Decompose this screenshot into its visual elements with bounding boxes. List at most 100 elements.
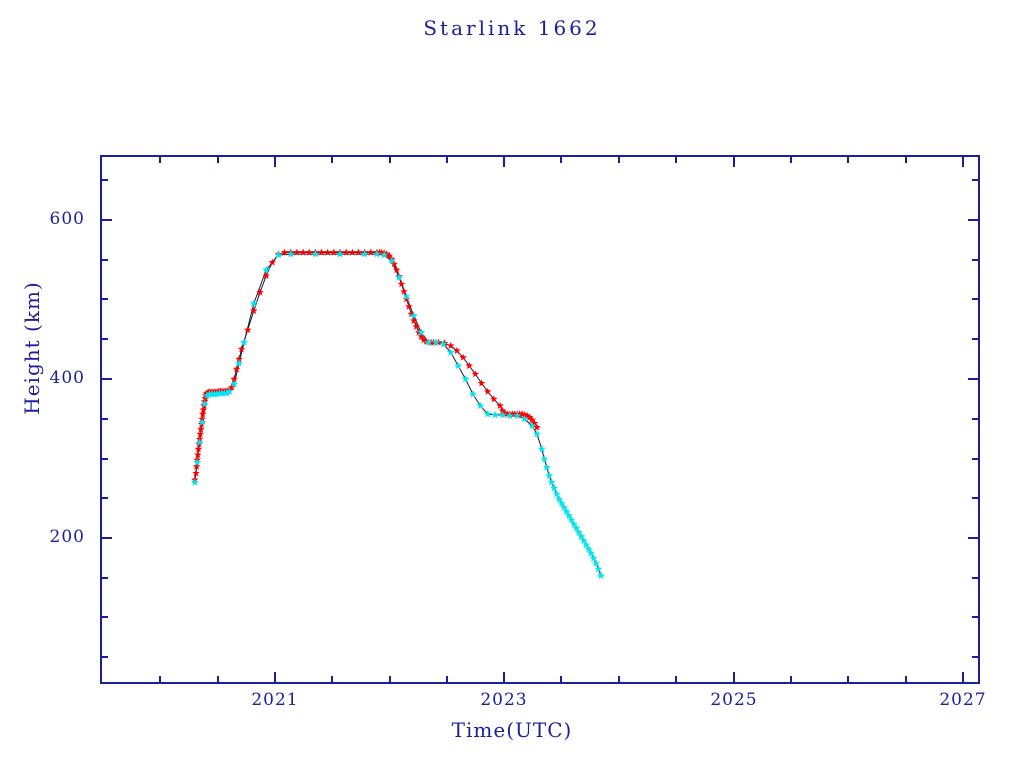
data-point [491,410,500,419]
data-point [203,391,212,400]
chart-title: Starlink 1662 [423,16,601,40]
x-tick-minor-top [446,155,448,163]
data-point [354,248,363,256]
x-tick-label-2025: 2025 [710,690,758,710]
data-point [528,421,536,430]
x-tick-label-2023: 2023 [480,690,528,710]
data-point [532,429,541,438]
data-point [274,250,283,259]
data-point [513,411,522,420]
series-spine-apogee [194,251,538,480]
data-point [594,564,603,573]
x-tick-minor [446,676,448,684]
x-axis-title: Time(UTC) [451,718,573,742]
data-point [397,280,406,288]
data-point [587,549,596,557]
data-point [562,507,571,515]
x-tick-minor-top [217,155,219,163]
x-tick-minor-top [790,155,792,163]
x-tick-minor [847,676,849,684]
data-point [235,359,244,367]
data-point [380,250,389,259]
data-point [256,288,264,296]
y-tick-minor [100,656,108,658]
data-point [417,328,426,336]
data-point [230,375,238,383]
data-point [432,338,440,346]
x-tick-2023-top [503,155,505,167]
y-tick-600-right [968,219,980,221]
x-tick-minor-top [905,155,907,163]
y-tick-label-600: 600 [49,209,85,229]
data-point [348,248,357,256]
data-point [498,410,507,419]
x-tick-minor-top [560,155,562,163]
data-point [372,249,381,258]
data-point [199,405,208,414]
data-point [311,249,320,258]
data-point [293,248,301,256]
series-layer [190,248,605,580]
data-point [197,425,205,433]
y-tick-minor [100,458,108,460]
data-point [198,410,207,418]
data-point [262,265,271,274]
x-tick-minor [560,676,562,684]
data-point [582,540,591,549]
data-point [385,251,394,260]
y-tick-minor-right [972,616,980,618]
y-tick-200-right [968,537,980,539]
data-point [417,332,426,340]
data-point [419,335,428,344]
data-point [569,519,578,528]
data-point [533,423,541,431]
data-point [471,370,480,378]
x-tick-minor [790,676,792,684]
data-point [200,399,209,408]
data-point [496,401,504,409]
y-tick-minor-right [972,338,980,340]
data-point [540,454,549,463]
data-point [446,341,455,350]
data-point [476,401,485,410]
data-point [387,256,396,265]
y-tick-minor [100,497,108,499]
x-tick-minor [905,676,907,684]
data-point [461,374,470,383]
data-point [237,345,246,353]
data-point [390,260,398,268]
y-tick-minor-right [972,577,980,579]
data-point [498,406,507,414]
y-axis-title: Height (km) [20,281,44,415]
data-point [240,338,248,346]
x-tick-minor-top [847,155,849,163]
data-point [194,445,203,453]
data-point [317,248,326,256]
x-tick-minor-top [675,155,677,163]
data-point [305,248,314,256]
data-point [537,444,546,453]
data-point [542,463,551,471]
data-point [249,299,258,307]
series-markers-apogee [190,248,541,484]
data-point [395,273,404,281]
data-point [342,248,350,256]
y-tick-minor-right [972,656,980,658]
data-point [579,536,588,545]
data-point [212,389,221,398]
data-point [360,249,369,258]
data-point [330,248,338,256]
data-point [564,511,573,520]
data-point [409,311,418,320]
plot-frame [100,155,980,684]
data-point [439,339,448,348]
y-tick-minor [100,418,108,420]
data-point [459,353,467,361]
x-tick-minor [389,676,391,684]
data-point [230,379,239,388]
y-tick-minor-right [972,298,980,300]
y-tick-label-400: 400 [49,368,85,388]
x-tick-2023 [503,672,505,684]
data-point [243,325,252,334]
